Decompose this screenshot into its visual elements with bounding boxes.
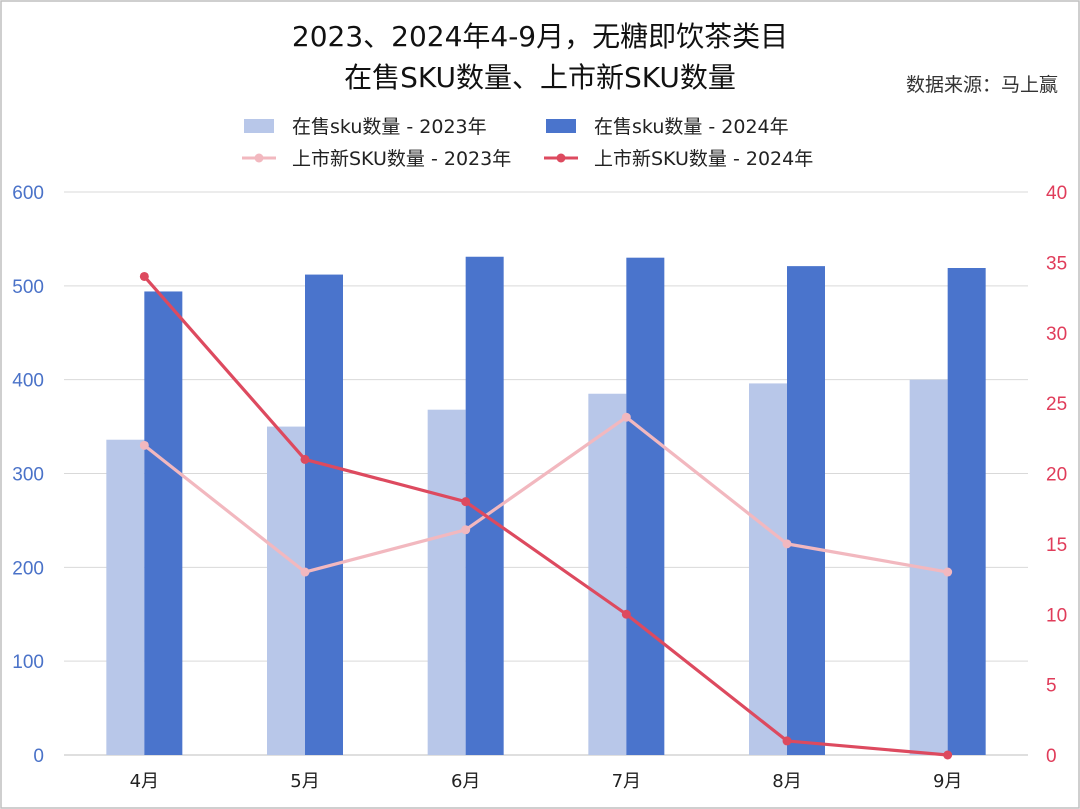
legend-swatch-bar <box>546 119 576 133</box>
line-point-2023 <box>621 412 631 422</box>
y-left-tick-label: 200 <box>12 558 44 579</box>
legend-swatch-marker <box>254 153 264 163</box>
y-right-tick-label: 40 <box>1046 183 1067 204</box>
line-point-2024 <box>621 609 631 619</box>
bar-2023 <box>749 383 787 755</box>
line-point-2024 <box>139 271 149 281</box>
chart-title-line1: 2023、2024年4-9月，无糖即饮茶类目 <box>292 20 788 53</box>
legend-label: 在售sku数量 - 2023年 <box>292 116 487 138</box>
bar-2024 <box>305 274 343 755</box>
line-point-2023 <box>943 567 953 577</box>
y-axis-left: 0 100 200 300 400 500 600 <box>12 183 44 767</box>
bar-2024 <box>626 257 665 755</box>
bar-2023 <box>106 439 145 755</box>
x-tick-label: 9月 <box>933 771 962 792</box>
line-series-2023 <box>143 415 948 574</box>
x-tick-label: 8月 <box>772 771 801 792</box>
legend-label: 上市新SKU数量 - 2023年 <box>292 148 511 170</box>
line-point-2023 <box>139 440 149 450</box>
line-point-2023 <box>300 567 310 577</box>
bar-2024 <box>947 268 986 755</box>
y-left-tick-label: 400 <box>12 371 44 392</box>
line-point-2024 <box>461 497 471 507</box>
legend-label: 上市新SKU数量 - 2024年 <box>594 148 813 170</box>
y-right-tick-label: 15 <box>1046 535 1067 556</box>
y-right-tick-label: 5 <box>1046 676 1057 697</box>
y-right-tick-label: 0 <box>1046 746 1057 767</box>
x-tick-label: 6月 <box>451 771 480 792</box>
line-series-2024 <box>143 275 948 757</box>
bar-2023 <box>427 409 466 755</box>
x-tick-label: 7月 <box>612 771 641 792</box>
y-left-tick-label: 600 <box>12 183 44 204</box>
bar-2023 <box>267 426 305 755</box>
x-tick-label: 5月 <box>290 771 319 792</box>
y-left-tick-label: 500 <box>12 277 44 298</box>
bar-2023 <box>588 393 627 755</box>
bars <box>106 256 986 755</box>
line-point-2024 <box>300 454 310 464</box>
y-left-tick-label: 0 <box>33 746 44 767</box>
line-point-2023 <box>461 525 471 535</box>
y-right-tick-label: 25 <box>1046 394 1067 415</box>
bar-2024 <box>787 266 825 755</box>
legend-label: 在售sku数量 - 2024年 <box>594 116 789 138</box>
x-axis: 4月 5月 6月 7月 8月 9月 <box>130 771 963 792</box>
legend-swatch-marker <box>556 153 566 163</box>
legend-swatch-bar <box>244 119 274 133</box>
chart-title-line2: 在售SKU数量、上市新SKU数量 <box>344 61 736 94</box>
y-left-tick-label: 300 <box>12 465 44 486</box>
line-point-2024 <box>782 736 792 746</box>
data-source-label: 数据来源：马上赢 <box>906 74 1058 96</box>
y-right-tick-label: 10 <box>1046 605 1067 626</box>
y-left-tick-label: 100 <box>12 652 44 673</box>
bar-2024 <box>144 291 183 755</box>
y-right-tick-label: 20 <box>1046 465 1067 486</box>
x-tick-label: 4月 <box>130 771 159 792</box>
y-axis-right: 0 5 10 15 20 25 30 35 40 <box>1046 183 1067 767</box>
y-right-tick-label: 30 <box>1046 324 1067 345</box>
lines <box>139 271 953 760</box>
y-right-tick-label: 35 <box>1046 253 1067 274</box>
line-point-2023 <box>782 539 792 549</box>
line-point-2024 <box>943 750 953 760</box>
